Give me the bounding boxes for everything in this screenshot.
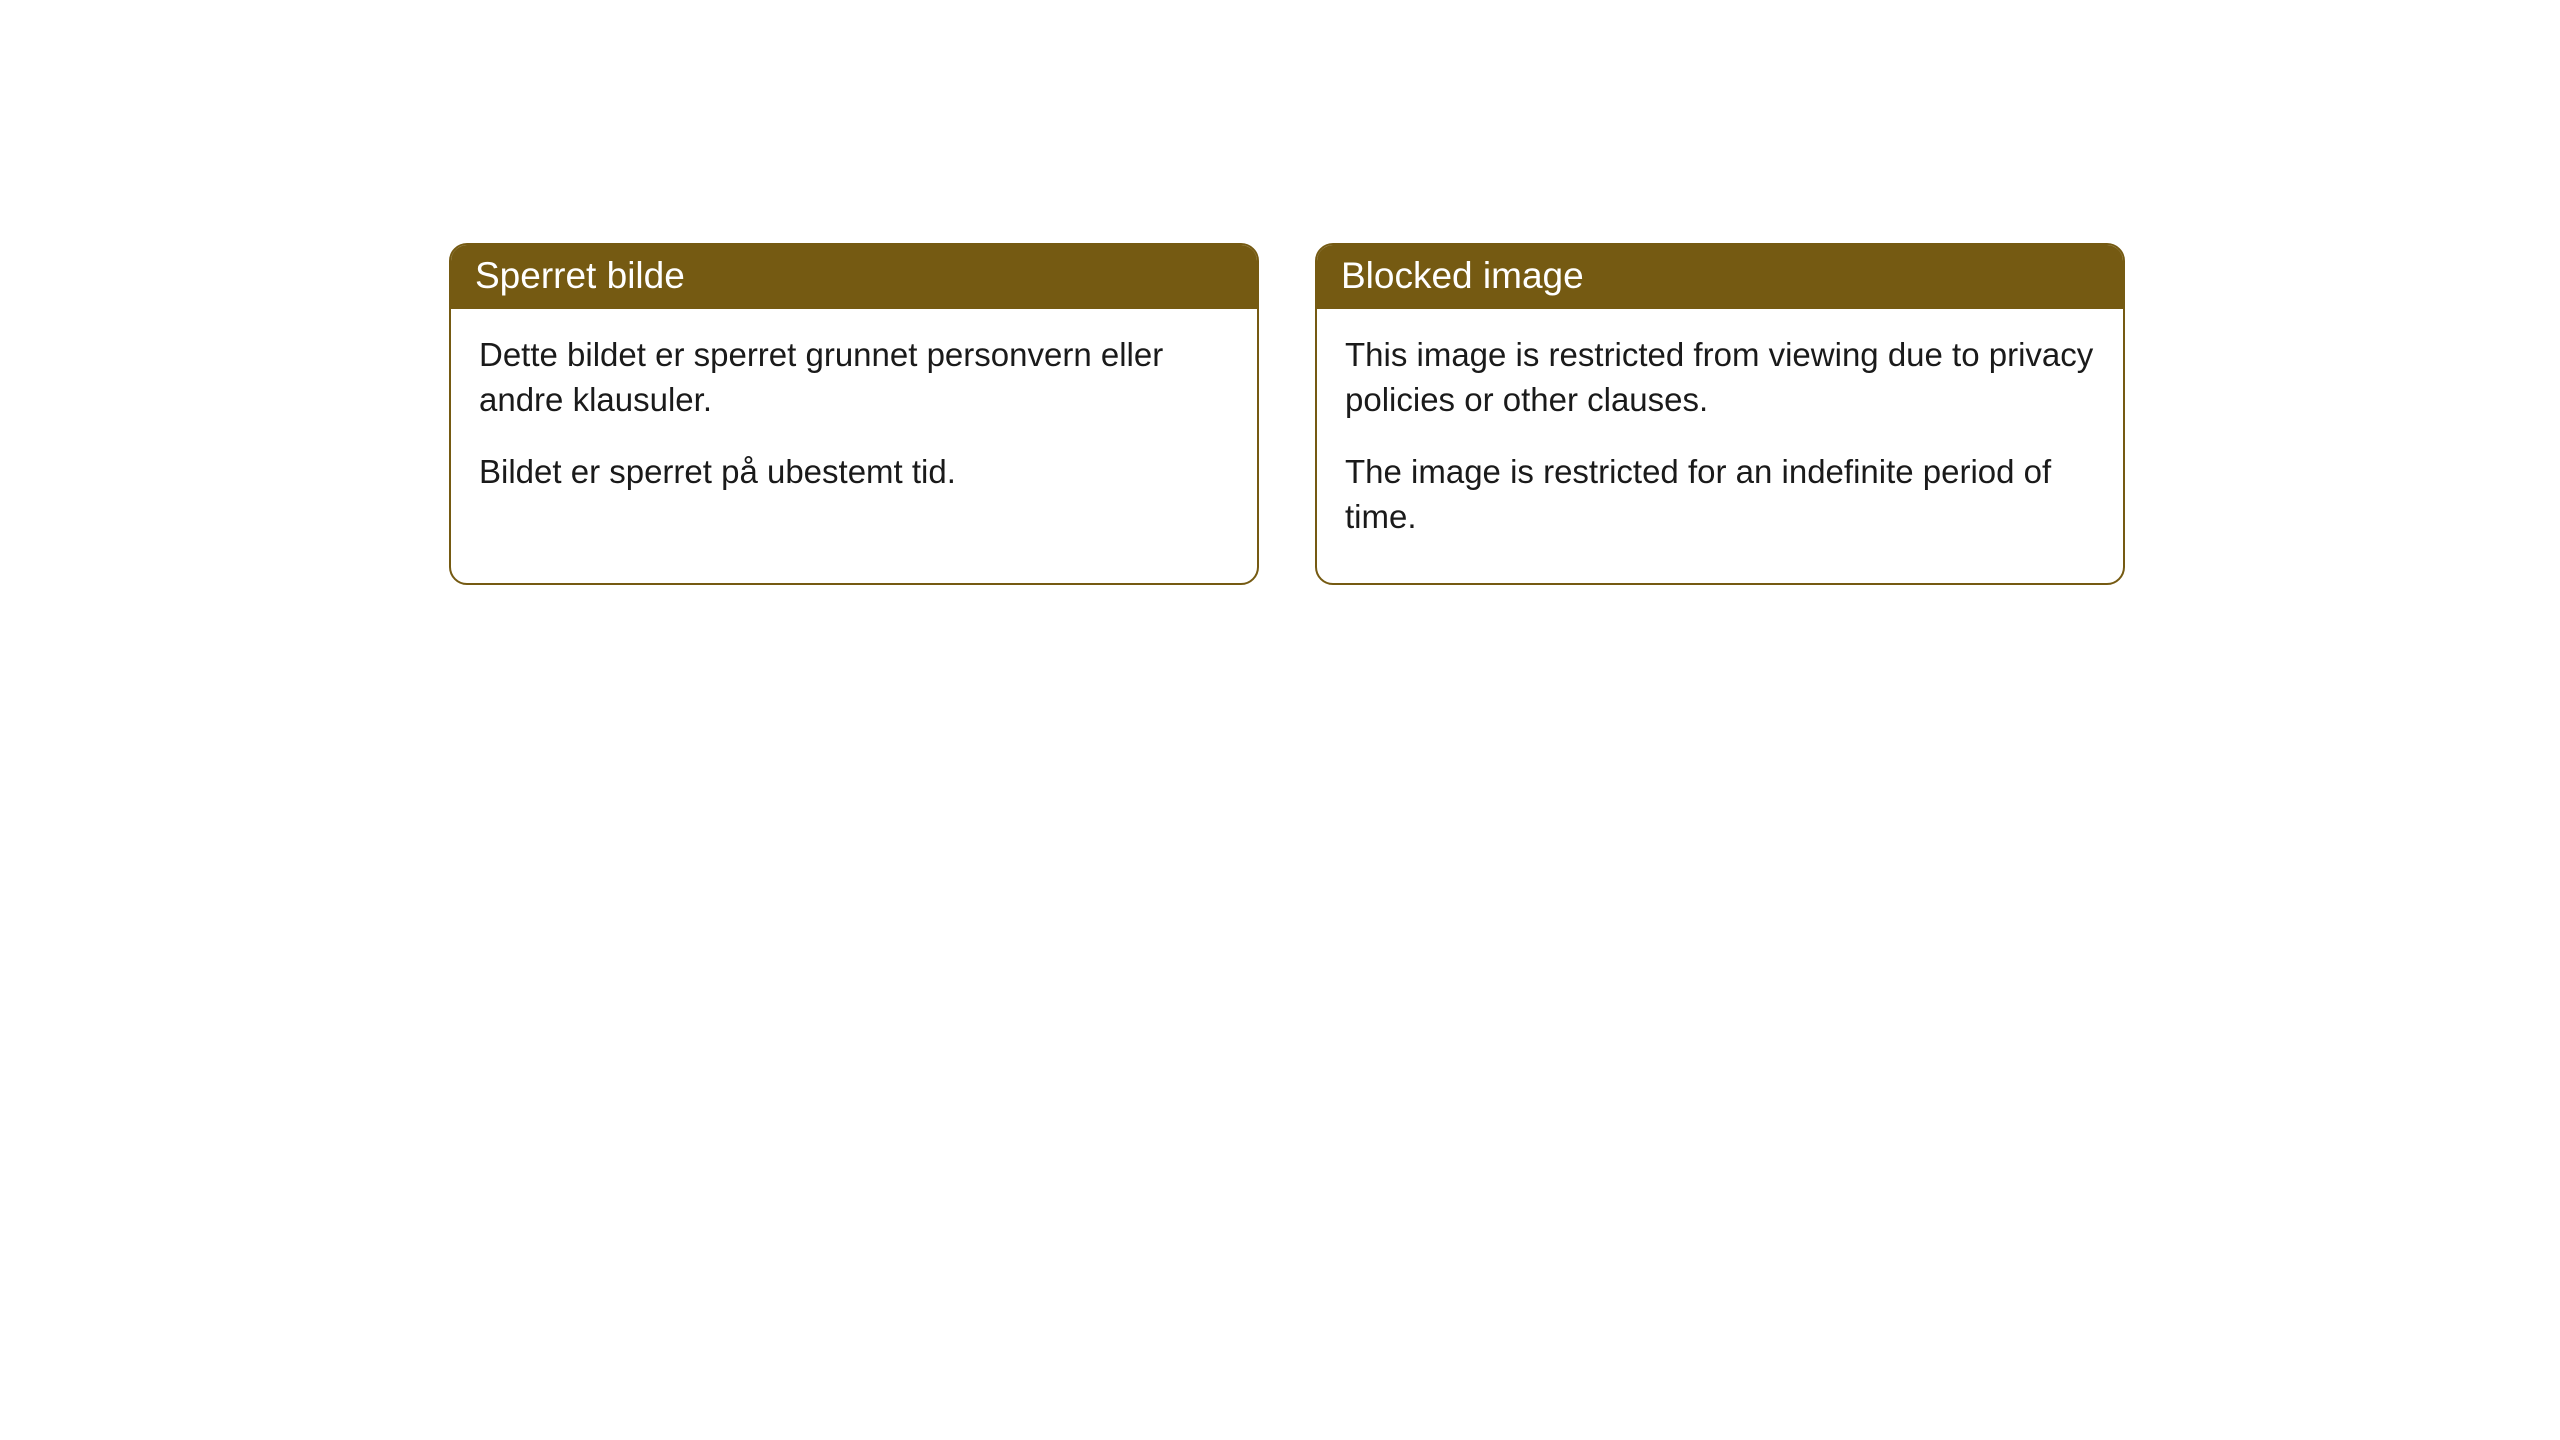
card-header: Blocked image <box>1317 245 2123 309</box>
card-paragraph: This image is restricted from viewing du… <box>1345 333 2095 422</box>
cards-container: Sperret bilde Dette bildet er sperret gr… <box>449 243 2125 585</box>
card-body: Dette bildet er sperret grunnet personve… <box>451 309 1257 539</box>
card-body: This image is restricted from viewing du… <box>1317 309 2123 583</box>
card-paragraph: The image is restricted for an indefinit… <box>1345 450 2095 539</box>
blocked-image-card-no: Sperret bilde Dette bildet er sperret gr… <box>449 243 1259 585</box>
blocked-image-card-en: Blocked image This image is restricted f… <box>1315 243 2125 585</box>
card-header: Sperret bilde <box>451 245 1257 309</box>
card-paragraph: Dette bildet er sperret grunnet personve… <box>479 333 1229 422</box>
card-paragraph: Bildet er sperret på ubestemt tid. <box>479 450 1229 495</box>
